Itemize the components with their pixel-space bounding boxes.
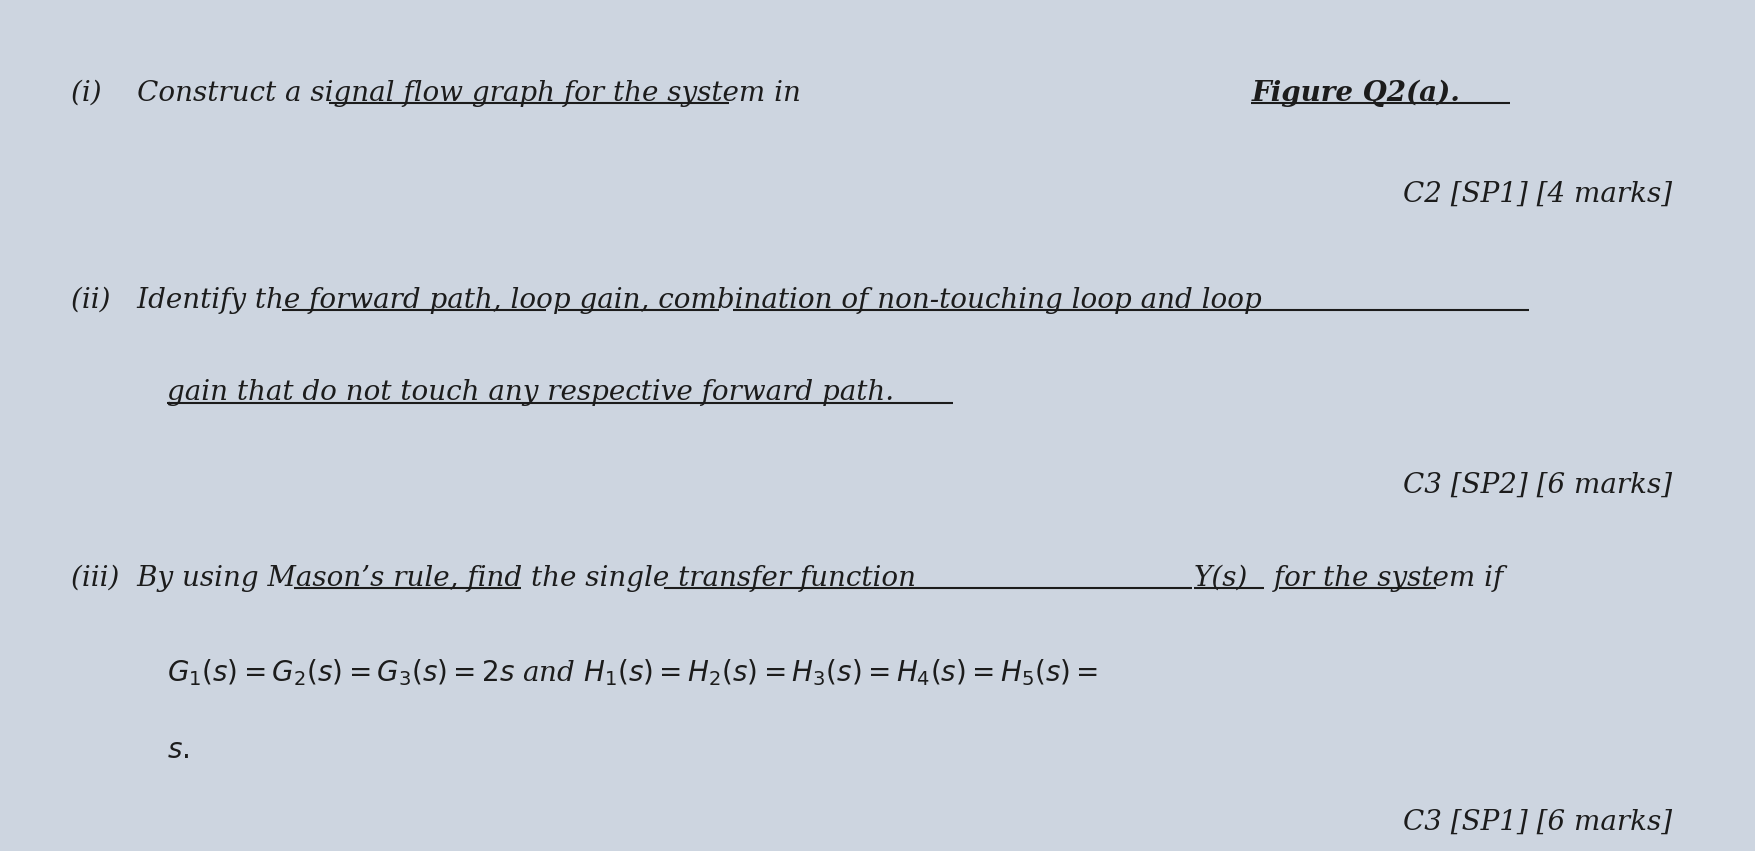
Text: for the system if: for the system if bbox=[1265, 564, 1504, 591]
Text: C3 [SP2] [6 marks]: C3 [SP2] [6 marks] bbox=[1402, 471, 1673, 499]
Text: Figure Q2(a).: Figure Q2(a). bbox=[1251, 80, 1460, 107]
Text: gain that do not touch any respective forward path.: gain that do not touch any respective fo… bbox=[167, 380, 893, 406]
Text: C2 [SP1] [4 marks]: C2 [SP1] [4 marks] bbox=[1402, 181, 1673, 208]
Text: $s.$: $s.$ bbox=[167, 737, 190, 764]
Text: (i)    Construct a signal flow graph for the system in: (i) Construct a signal flow graph for th… bbox=[70, 80, 809, 107]
Text: (iii)  By using Mason’s rule, find the single transfer function: (iii) By using Mason’s rule, find the si… bbox=[70, 564, 925, 592]
Text: (ii)   Identify the forward path, loop gain, combination of non-touching loop an: (ii) Identify the forward path, loop gai… bbox=[70, 287, 1262, 314]
Text: Y(s): Y(s) bbox=[1193, 564, 1248, 591]
Text: $G_1(s) = G_2(s) = G_3(s) = 2s$ and $H_1(s) = H_2(s) = H_3(s) = H_4(s) = H_5(s) : $G_1(s) = G_2(s) = G_3(s) = 2s$ and $H_1… bbox=[167, 657, 1099, 688]
Text: C3 [SP1] [6 marks]: C3 [SP1] [6 marks] bbox=[1402, 809, 1673, 836]
